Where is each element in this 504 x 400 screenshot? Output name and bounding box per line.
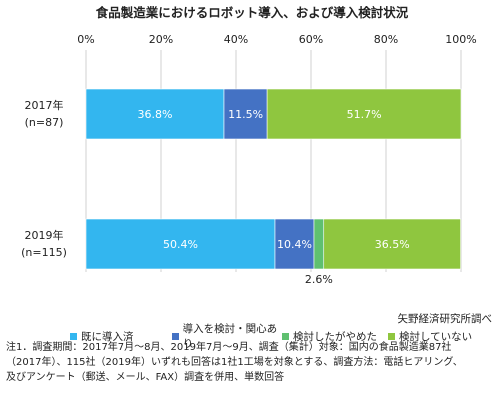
- x-tick-label: 0%: [77, 33, 94, 46]
- data-label: 2.6%: [305, 273, 333, 286]
- x-tick-label: 80%: [374, 33, 398, 46]
- footnote-line: （2017年）、115社（2019年）いずれも回答は1社1工場を対象とする、調査…: [6, 357, 463, 368]
- category-sublabel: (n=115): [21, 246, 67, 259]
- bar-segment: [323, 218, 461, 270]
- bar-segment: [85, 218, 276, 270]
- legend-swatch: [388, 332, 395, 340]
- footnotes: 注1．調査期間：2017年7月～8月、2019年7月～9月、調査（集計）対象：国…: [6, 340, 463, 385]
- bar-segment: [223, 88, 268, 140]
- chart-title: 食品製造業におけるロボット導入、および導入検討状況: [95, 5, 409, 20]
- bar-segment: [266, 88, 462, 140]
- x-tick-label: 60%: [299, 33, 323, 46]
- stacked-bar-chart: 0% 20% 40% 60% 80% 100% 36.8% 11.5% 51.7% 2017年 (n…: [21, 33, 477, 286]
- bar-segment: [313, 218, 325, 270]
- data-label: 50.4%: [163, 238, 198, 251]
- data-label: 51.7%: [347, 108, 382, 121]
- data-label: 10.4%: [277, 238, 312, 251]
- category-sublabel: (n=87): [25, 116, 64, 129]
- data-label: 11.5%: [228, 108, 263, 121]
- legend-swatch: [70, 332, 77, 340]
- footnote-line: 及びアンケート（郵送、メール、FAX）調査を併用、単数回答: [6, 372, 285, 383]
- bar-segment: [274, 218, 315, 270]
- legend: 既に導入済 導入を検討・関心あり 検討したがやめた 検討していない: [70, 321, 490, 351]
- legend-item: 検討したがやめた: [282, 321, 388, 351]
- data-label: 36.8%: [138, 108, 173, 121]
- legend-swatch: [172, 332, 179, 340]
- x-tick-label: 100%: [445, 33, 476, 46]
- legend-item: 検討していない: [388, 321, 490, 351]
- category-label: 2019年: [25, 228, 64, 242]
- x-tick-label: 20%: [149, 33, 173, 46]
- source-note: 矢野経済研究所調べ: [397, 313, 493, 325]
- legend-label: 既に導入済: [81, 330, 134, 343]
- legend-swatch: [282, 332, 289, 340]
- category-label: 2017年: [25, 98, 64, 112]
- footnote-line: 注1．調査期間：2017年7月～8月、2019年7月～9月、調査（集計）対象：国…: [6, 342, 452, 353]
- legend-label: 導入を検討・関心あり: [182, 323, 278, 350]
- legend-item: 導入を検討・関心あり: [172, 321, 282, 351]
- data-label: 36.5%: [375, 238, 410, 251]
- legend-label: 検討したがやめた: [293, 330, 377, 343]
- legend-label: 検討していない: [399, 330, 473, 343]
- legend-item: 既に導入済: [70, 321, 172, 351]
- x-tick-label: 40%: [224, 33, 248, 46]
